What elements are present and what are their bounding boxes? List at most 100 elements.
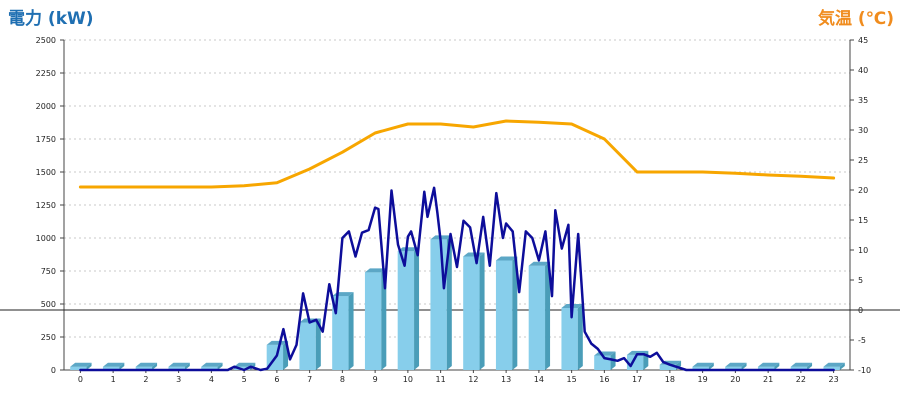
bar-side	[152, 362, 158, 370]
bar-front	[397, 251, 415, 370]
bar-front	[495, 260, 513, 370]
bar	[364, 268, 387, 370]
bar	[102, 362, 125, 370]
bar-front	[725, 366, 742, 370]
bar-side	[315, 318, 321, 370]
right-tick-label: 20	[858, 186, 868, 195]
bar-top	[397, 247, 420, 252]
left-tick-label: 250	[41, 333, 56, 342]
bar	[790, 362, 813, 370]
x-tick-label: 23	[829, 375, 839, 384]
left-tick-label: 2000	[36, 102, 56, 111]
x-tick-label: 2	[143, 375, 148, 384]
bar	[299, 318, 321, 370]
bar	[397, 247, 420, 370]
x-tick-label: 8	[340, 375, 345, 384]
right-tick-label: 15	[858, 216, 868, 225]
right-tick-label: 30	[858, 126, 868, 135]
x-tick-label: 11	[436, 375, 446, 384]
x-tick-label: 19	[698, 375, 708, 384]
x-tick-label: 1	[111, 375, 116, 384]
x-tick-label: 18	[665, 375, 675, 384]
x-tick-label: 3	[176, 375, 181, 384]
x-tick-label: 13	[501, 375, 511, 384]
bar	[201, 362, 223, 370]
bar-top	[201, 362, 223, 367]
right-tick-label: 25	[858, 156, 868, 165]
bar-front	[692, 366, 709, 370]
x-tick-label: 17	[632, 375, 642, 384]
left-axis-unit-label: 電力 (kW)	[8, 9, 94, 29]
bar-front	[364, 272, 382, 370]
bar-side	[741, 362, 747, 370]
bar-side	[348, 292, 354, 370]
bar-side	[381, 268, 387, 370]
bar-front	[70, 366, 87, 370]
bar-top	[757, 362, 780, 367]
x-tick-label: 20	[730, 375, 740, 384]
bar-top	[364, 268, 387, 273]
bar-side	[545, 261, 551, 370]
bar-front	[332, 296, 349, 370]
right-tick-label: 10	[858, 246, 868, 255]
bar-side	[839, 362, 845, 370]
bar-side	[217, 362, 223, 370]
x-tick-label: 16	[599, 375, 609, 384]
bar-side	[512, 256, 518, 370]
right-tick-label: -10	[858, 366, 871, 375]
x-tick-label: 5	[242, 375, 247, 384]
bar-front	[790, 366, 808, 370]
left-tick-label: 1000	[36, 234, 56, 243]
bar-top	[495, 256, 518, 261]
x-tick-label: 6	[274, 375, 279, 384]
bar	[823, 362, 845, 370]
right-tick-label: -5	[858, 336, 866, 345]
left-tick-label: 1500	[36, 168, 56, 177]
bar-side	[184, 362, 190, 370]
bar-front	[528, 265, 546, 370]
temperature-line	[78, 119, 836, 189]
bar-top	[266, 340, 289, 345]
left-tick-label: 750	[41, 267, 56, 276]
bar-top	[102, 362, 125, 367]
bar-front	[135, 366, 153, 370]
bar-top	[70, 362, 92, 367]
x-tick-label: 4	[209, 375, 214, 384]
x-tick-label: 9	[373, 375, 378, 384]
bar-top	[168, 362, 190, 367]
bar	[528, 261, 551, 370]
x-tick-label: 7	[307, 375, 312, 384]
bar	[561, 303, 583, 370]
left-tick-label: 0	[51, 366, 56, 375]
bar-front	[201, 366, 218, 370]
bar-top	[692, 362, 714, 367]
x-tick-label: 10	[403, 375, 413, 384]
bar-side	[577, 303, 583, 370]
bar-top	[135, 362, 158, 367]
power-line	[79, 186, 835, 372]
bar	[692, 362, 714, 370]
bar-side	[119, 362, 125, 370]
bar-top	[790, 362, 813, 367]
bar-front	[430, 239, 447, 370]
left-tick-label: 1250	[36, 201, 56, 210]
bar-front	[299, 322, 316, 370]
x-tick-label: 0	[78, 375, 83, 384]
bar	[725, 362, 747, 370]
bar-front	[561, 307, 578, 370]
bar-top	[823, 362, 845, 367]
x-tick-label: 21	[763, 375, 773, 384]
right-tick-label: 5	[858, 276, 863, 285]
bar	[70, 362, 92, 370]
bar	[463, 252, 485, 370]
bar-side	[86, 362, 92, 370]
x-tick-label: 15	[567, 375, 577, 384]
left-tick-label: 2500	[36, 36, 56, 45]
bar-side	[479, 252, 485, 370]
bar-front	[168, 366, 185, 370]
left-tick-label: 1750	[36, 135, 56, 144]
right-tick-label: 45	[858, 36, 868, 45]
left-tick-label: 2250	[36, 69, 56, 78]
